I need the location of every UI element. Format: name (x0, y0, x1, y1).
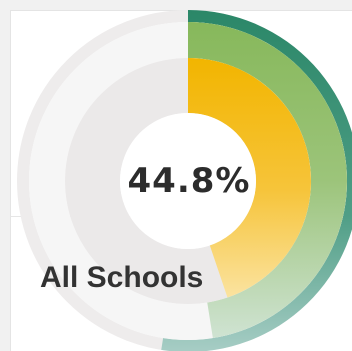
center-value: 44.8% (127, 161, 251, 201)
ring-segment-3 (188, 58, 311, 298)
donut-hole (120, 113, 256, 249)
ring-segment-2 (188, 22, 347, 339)
chart-label: All Schools (40, 261, 204, 294)
